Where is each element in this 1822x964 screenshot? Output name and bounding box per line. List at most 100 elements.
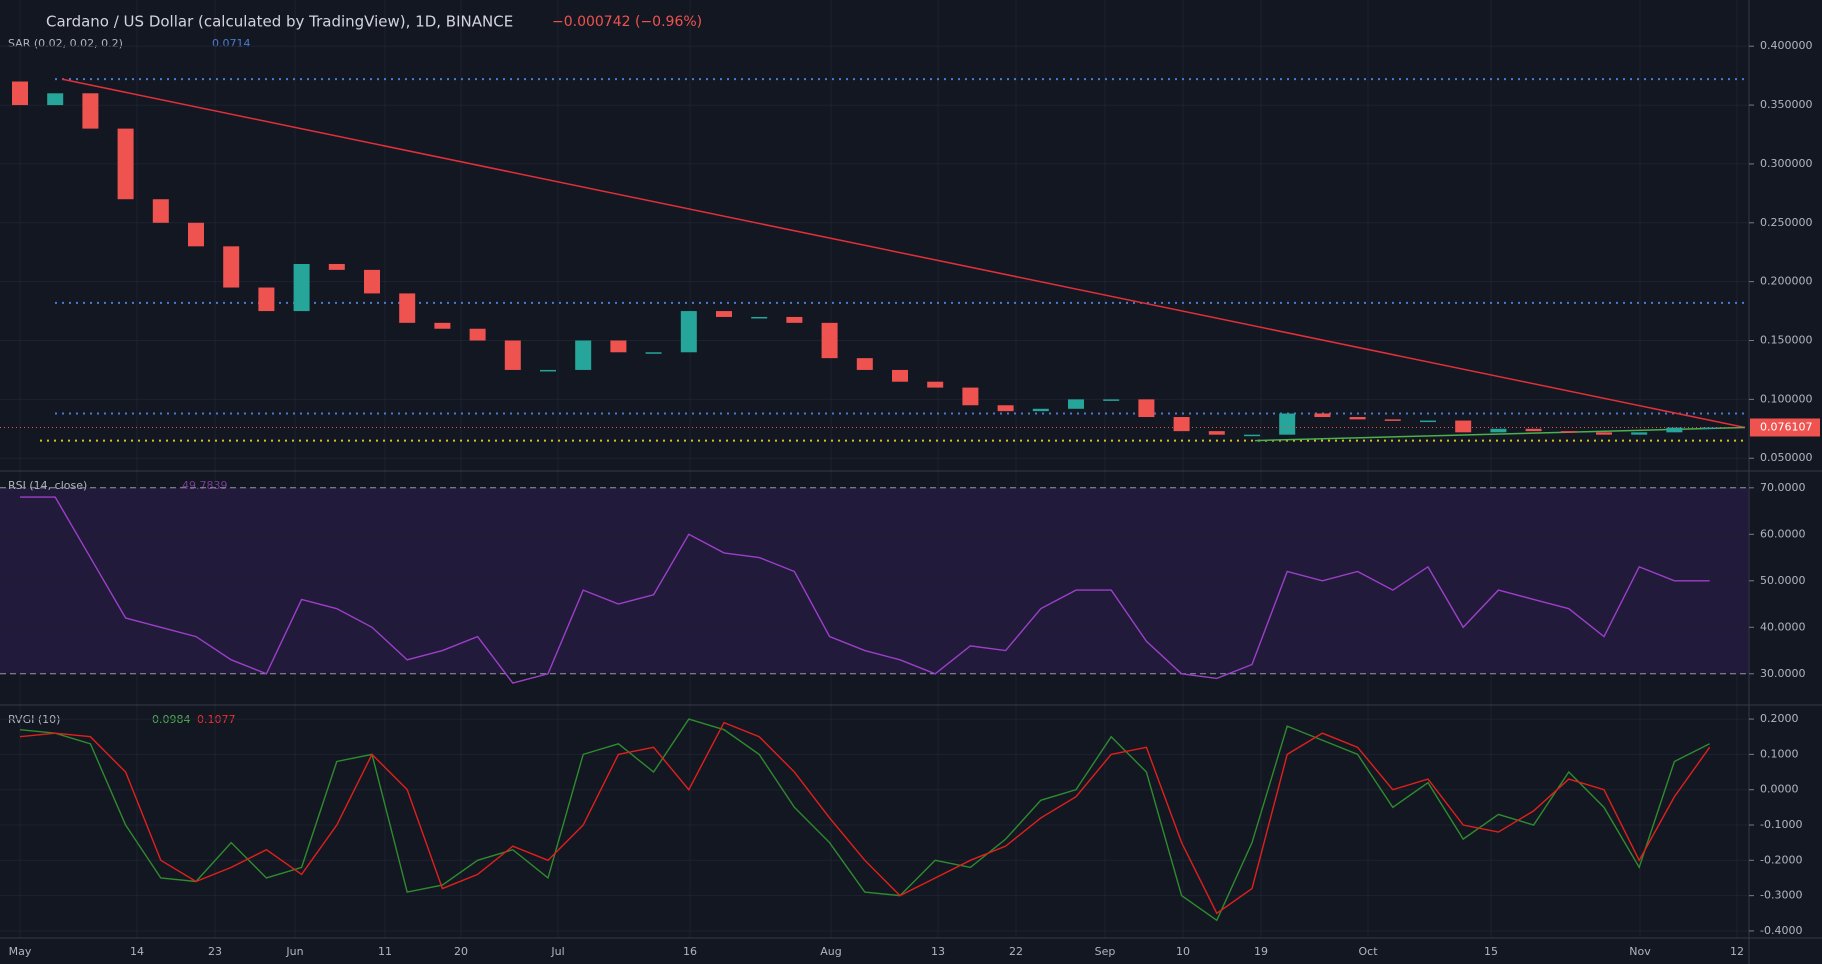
candle: [1596, 432, 1612, 435]
price-tag-label: 0.076107: [1760, 420, 1813, 433]
y-tick-label: 50.0000: [1760, 574, 1806, 587]
candle: [680, 311, 697, 353]
y-tick-label: 0.100000: [1760, 392, 1813, 405]
x-tick-label: Aug: [820, 945, 841, 958]
candle: [575, 340, 592, 370]
candle: [434, 322, 451, 329]
candle: [610, 340, 627, 353]
y-tick-label: 0.1000: [1760, 747, 1799, 760]
x-tick-label: 19: [1254, 945, 1268, 958]
y-tick-label: 0.200000: [1760, 275, 1813, 288]
candle: [927, 381, 944, 388]
candle: [1349, 417, 1366, 420]
candle: [821, 322, 838, 359]
candle: [1138, 399, 1155, 418]
candle: [1666, 427, 1683, 433]
y-tick-label: -0.3000: [1760, 889, 1802, 902]
candle: [1173, 417, 1190, 432]
x-tick-label: 13: [931, 945, 945, 958]
chart-title: Cardano / US Dollar (calculated by Tradi…: [46, 13, 513, 31]
candle: [82, 93, 99, 129]
candle: [540, 369, 556, 372]
candle: [997, 405, 1014, 412]
candle: [1420, 420, 1436, 423]
candle: [1279, 413, 1296, 435]
price-tag: [1750, 418, 1820, 437]
candle: [293, 263, 310, 312]
y-tick-label: -0.2000: [1760, 853, 1802, 866]
y-tick-label: 0.050000: [1760, 451, 1813, 464]
indicator-line: [19, 721, 1711, 915]
y-tick-label: 0.300000: [1760, 157, 1813, 170]
candle: [1490, 428, 1507, 433]
candle: [1032, 408, 1049, 412]
x-tick-label: 23: [208, 945, 222, 958]
y-tick-label: 40.0000: [1760, 620, 1806, 633]
y-tick-label: -0.1000: [1760, 818, 1802, 831]
x-tick-label: 20: [454, 945, 468, 958]
candle: [1560, 431, 1577, 433]
indicator-label[interactable]: SAR (0.02, 0.02, 0.2): [8, 37, 123, 50]
candle: [117, 128, 134, 200]
candle: [1384, 419, 1401, 421]
x-tick-label: 12: [1730, 945, 1744, 958]
candle: [1068, 399, 1084, 409]
y-tick-label: 0.150000: [1760, 334, 1813, 347]
x-tick-label: Nov: [1629, 945, 1651, 958]
candle: [152, 199, 169, 223]
candle: [223, 246, 240, 288]
indicator-line: [19, 718, 1710, 922]
candle: [786, 316, 803, 323]
candle: [1701, 427, 1718, 430]
y-tick-label: 0.350000: [1760, 98, 1813, 111]
x-tick-label: May: [9, 945, 32, 958]
candle: [47, 93, 64, 106]
candle: [469, 328, 486, 341]
x-tick-label: Jun: [285, 945, 303, 958]
candle: [1631, 432, 1648, 435]
candle: [1208, 431, 1225, 435]
candle: [328, 263, 345, 270]
y-tick-label: 0.2000: [1760, 712, 1799, 725]
y-tick-label: 0.250000: [1760, 216, 1813, 229]
candle: [258, 287, 275, 312]
candle: [1314, 413, 1331, 418]
candle: [716, 311, 732, 317]
y-tick-label: -0.4000: [1760, 924, 1802, 937]
x-tick-label: 11: [378, 945, 392, 958]
indicator-line: [20, 496, 1710, 684]
y-tick-label: 60.0000: [1760, 527, 1806, 540]
trend-line: [61, 78, 1746, 429]
x-tick-label: 22: [1009, 945, 1023, 958]
indicator-label[interactable]: RSI (14, close): [8, 479, 87, 492]
x-tick-label: 10: [1176, 945, 1190, 958]
x-tick-label: Sep: [1095, 945, 1116, 958]
candle: [751, 316, 768, 319]
x-tick-label: Jul: [550, 945, 564, 958]
price-change: −0.000742 (−0.96%): [552, 14, 702, 30]
candle: [645, 352, 662, 354]
candle: [1525, 428, 1542, 432]
candle: [1244, 434, 1260, 437]
y-tick-label: 0.400000: [1760, 39, 1813, 52]
x-tick-label: 15: [1484, 945, 1498, 958]
candle: [188, 222, 204, 247]
candle: [399, 293, 416, 323]
indicator-value: 0.0714: [212, 37, 251, 50]
candle: [1455, 420, 1472, 433]
trend-line: [1254, 426, 1746, 442]
x-tick-label: Oct: [1358, 945, 1378, 958]
indicator-value: 49.7839: [182, 479, 228, 492]
x-tick-label: 16: [683, 945, 697, 958]
candle: [892, 369, 908, 382]
candle: [1103, 399, 1120, 401]
x-tick-label: 14: [130, 945, 144, 958]
candle: [856, 358, 873, 370]
candle: [962, 387, 979, 406]
candle: [504, 340, 521, 370]
candle: [12, 81, 28, 106]
y-tick-label: 0.0000: [1760, 783, 1799, 796]
candle: [364, 269, 380, 294]
